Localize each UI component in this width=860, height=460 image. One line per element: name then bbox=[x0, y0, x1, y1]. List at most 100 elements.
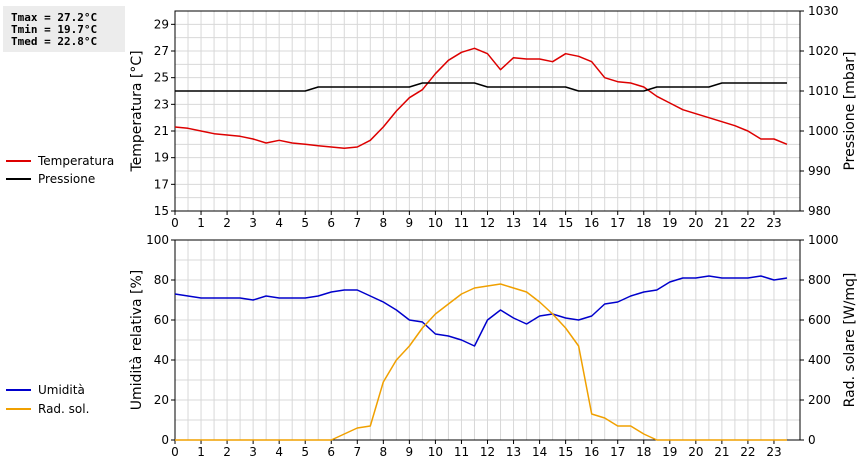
stats-box: Tmax = 27.2°C Tmin = 19.7°C Tmed = 22.8°… bbox=[3, 6, 125, 52]
series-line-temperatura bbox=[174, 47, 788, 150]
legend-label-rad-sol: Rad. sol. bbox=[38, 402, 90, 416]
x-tick-label: 17 bbox=[610, 216, 625, 230]
y-tick-label: 80 bbox=[154, 273, 169, 287]
x-tick-label: 7 bbox=[353, 445, 361, 459]
x-tick-label: 1 bbox=[197, 445, 205, 459]
x-tick-label: 13 bbox=[506, 445, 521, 459]
x-tick-label: 23 bbox=[766, 445, 781, 459]
legend-label-umidita: Umidità bbox=[38, 383, 85, 397]
x-tick-label: 20 bbox=[688, 445, 703, 459]
y2-axis-label: Pressione [mbar] bbox=[842, 51, 858, 170]
x-tick-label: 12 bbox=[480, 445, 495, 459]
series-line-pressione bbox=[175, 82, 787, 92]
x-tick-label: 3 bbox=[249, 216, 257, 230]
y-tick-label: 100 bbox=[146, 233, 169, 247]
x-tick-label: 2 bbox=[223, 216, 231, 230]
x-tick-label: 14 bbox=[532, 445, 547, 459]
x-tick-label: 13 bbox=[506, 216, 521, 230]
x-tick-label: 0 bbox=[171, 445, 179, 459]
y2-tick-label: 200 bbox=[808, 393, 831, 407]
y2-axis-label: Rad. solare [W/mq] bbox=[842, 273, 858, 408]
y-tick-label: 25 bbox=[154, 71, 169, 85]
x-tick-label: 1 bbox=[197, 216, 205, 230]
x-tick-label: 17 bbox=[610, 445, 625, 459]
x-tick-label: 15 bbox=[558, 216, 573, 230]
x-tick-label: 9 bbox=[406, 216, 414, 230]
x-tick-label: 12 bbox=[480, 216, 495, 230]
x-tick-label: 10 bbox=[428, 216, 443, 230]
y2-tick-label: 1030 bbox=[808, 4, 839, 18]
legend-item-pressione: Pressione bbox=[6, 172, 95, 186]
x-tick-label: 20 bbox=[688, 216, 703, 230]
legend-label-temperatura: Temperatura bbox=[38, 154, 115, 168]
legend-swatch-pressione bbox=[6, 178, 31, 180]
x-tick-label: 18 bbox=[636, 216, 651, 230]
x-tick-label: 15 bbox=[558, 445, 573, 459]
legend-item-umidita: Umidità bbox=[6, 383, 85, 397]
y-tick-label: 23 bbox=[154, 97, 169, 111]
y2-tick-label: 600 bbox=[808, 313, 831, 327]
x-tick-label: 22 bbox=[740, 445, 755, 459]
x-tick-label: 21 bbox=[714, 445, 729, 459]
y2-tick-label: 1000 bbox=[808, 233, 839, 247]
x-tick-label: 7 bbox=[353, 216, 361, 230]
x-tick-label: 0 bbox=[171, 216, 179, 230]
x-tick-label: 14 bbox=[532, 216, 547, 230]
y-tick-label: 40 bbox=[154, 353, 169, 367]
legend-item-temperatura: Temperatura bbox=[6, 154, 114, 168]
y-tick-label: 0 bbox=[161, 433, 169, 447]
x-tick-label: 16 bbox=[584, 216, 599, 230]
legend-swatch-temperatura bbox=[6, 160, 31, 162]
stat-tmed: Tmed = 22.8°C bbox=[11, 35, 98, 48]
x-tick-label: 11 bbox=[454, 445, 469, 459]
legend-swatch-umidita bbox=[6, 389, 31, 391]
x-tick-label: 5 bbox=[301, 216, 309, 230]
x-tick-label: 3 bbox=[249, 445, 257, 459]
x-tick-label: 4 bbox=[275, 216, 283, 230]
y-tick-label: 60 bbox=[154, 313, 169, 327]
chart-1: 0 1 2 3 4 5 6 7 8 9 10 11 12 13 14 15 16 17 18 19 20 21 22 2315… bbox=[129, 4, 858, 230]
x-tick-label: 5 bbox=[301, 445, 309, 459]
legend-item-rad-sol: Rad. sol. bbox=[6, 402, 89, 416]
y-tick-label: 29 bbox=[154, 17, 169, 31]
stat-tmax: Tmax = 27.2°C bbox=[11, 11, 98, 24]
y2-tick-label: 400 bbox=[808, 353, 831, 367]
x-tick-label: 2 bbox=[223, 445, 231, 459]
x-tick-label: 8 bbox=[380, 216, 388, 230]
y2-tick-label: 1000 bbox=[808, 124, 839, 138]
y-axis-label: Temperatura [°C] bbox=[129, 50, 145, 172]
y-tick-label: 27 bbox=[154, 44, 169, 58]
x-tick-label: 8 bbox=[380, 445, 388, 459]
series-line-umidit bbox=[174, 275, 788, 347]
y2-tick-label: 1020 bbox=[808, 44, 839, 58]
chart-2: 0 1 2 3 4 5 6 7 8 9 10 11 12 13 14 15 16 17 18 19 20 21 22 2302… bbox=[129, 233, 858, 459]
y-axis-label: Umidità relativa [%] bbox=[129, 270, 145, 411]
x-tick-label: 19 bbox=[662, 216, 677, 230]
y2-tick-label: 800 bbox=[808, 273, 831, 287]
x-tick-label: 16 bbox=[584, 445, 599, 459]
y-tick-label: 19 bbox=[154, 151, 169, 165]
x-tick-label: 11 bbox=[454, 216, 469, 230]
y2-tick-label: 980 bbox=[808, 204, 831, 218]
x-tick-label: 6 bbox=[327, 445, 335, 459]
x-tick-label: 23 bbox=[766, 216, 781, 230]
x-tick-label: 19 bbox=[662, 445, 677, 459]
y-tick-label: 17 bbox=[154, 177, 169, 191]
x-tick-label: 10 bbox=[428, 445, 443, 459]
x-tick-label: 18 bbox=[636, 445, 651, 459]
x-tick-label: 22 bbox=[740, 216, 755, 230]
y2-tick-label: 0 bbox=[808, 433, 816, 447]
legend-label-pressione: Pressione bbox=[38, 172, 96, 186]
x-tick-label: 4 bbox=[275, 445, 283, 459]
y2-tick-label: 990 bbox=[808, 164, 831, 178]
y2-tick-label: 1010 bbox=[808, 84, 839, 98]
y-tick-label: 15 bbox=[154, 204, 169, 218]
x-tick-label: 9 bbox=[406, 445, 414, 459]
y-tick-label: 21 bbox=[154, 124, 169, 138]
x-tick-label: 21 bbox=[714, 216, 729, 230]
y-tick-label: 20 bbox=[154, 393, 169, 407]
series-line-rad-sol bbox=[175, 283, 787, 441]
legend-swatch-rad-sol bbox=[6, 408, 31, 410]
stat-tmin: Tmin = 19.7°C bbox=[11, 23, 98, 36]
